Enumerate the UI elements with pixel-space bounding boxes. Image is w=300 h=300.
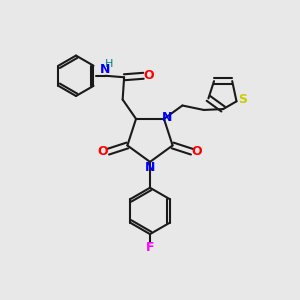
Text: O: O [98, 145, 108, 158]
Text: H: H [105, 59, 113, 69]
Text: N: N [100, 63, 110, 76]
Text: O: O [143, 69, 154, 82]
Text: S: S [238, 93, 247, 106]
Text: N: N [145, 161, 155, 174]
Text: N: N [162, 111, 173, 124]
Text: O: O [192, 145, 202, 158]
Text: F: F [146, 241, 154, 254]
